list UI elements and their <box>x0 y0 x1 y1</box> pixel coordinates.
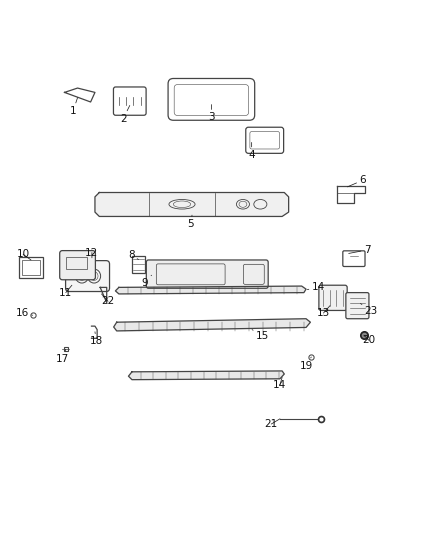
Bar <box>132 256 145 273</box>
Text: 19: 19 <box>300 357 313 371</box>
Text: 8: 8 <box>128 250 138 260</box>
Text: 13: 13 <box>317 305 330 318</box>
Polygon shape <box>95 192 289 216</box>
Text: 22: 22 <box>101 294 115 306</box>
Text: 6: 6 <box>347 175 366 187</box>
FancyBboxPatch shape <box>60 251 95 280</box>
Text: 4: 4 <box>248 142 255 160</box>
Bar <box>22 260 40 275</box>
Text: 15: 15 <box>252 329 269 341</box>
Text: 3: 3 <box>208 104 215 122</box>
Text: 17: 17 <box>56 349 69 364</box>
Text: 14: 14 <box>307 282 325 293</box>
Text: 21: 21 <box>265 419 280 429</box>
FancyBboxPatch shape <box>146 260 268 288</box>
Text: 11: 11 <box>59 285 72 297</box>
FancyBboxPatch shape <box>346 293 369 319</box>
Text: 16: 16 <box>16 308 33 318</box>
Text: 9: 9 <box>142 275 152 288</box>
Text: 20: 20 <box>363 335 376 345</box>
Text: 5: 5 <box>187 215 194 229</box>
Text: 14: 14 <box>273 377 286 390</box>
Text: 7: 7 <box>349 245 370 255</box>
Polygon shape <box>128 371 284 379</box>
FancyBboxPatch shape <box>319 285 347 310</box>
FancyBboxPatch shape <box>66 261 110 292</box>
Text: 10: 10 <box>17 249 31 260</box>
Polygon shape <box>114 319 311 331</box>
Text: 1: 1 <box>70 98 78 116</box>
Text: 23: 23 <box>360 303 378 316</box>
Bar <box>66 257 87 269</box>
Polygon shape <box>116 286 306 294</box>
Text: 18: 18 <box>90 332 103 346</box>
Text: 12: 12 <box>85 247 99 258</box>
Text: 2: 2 <box>120 106 130 124</box>
Bar <box>19 257 43 278</box>
